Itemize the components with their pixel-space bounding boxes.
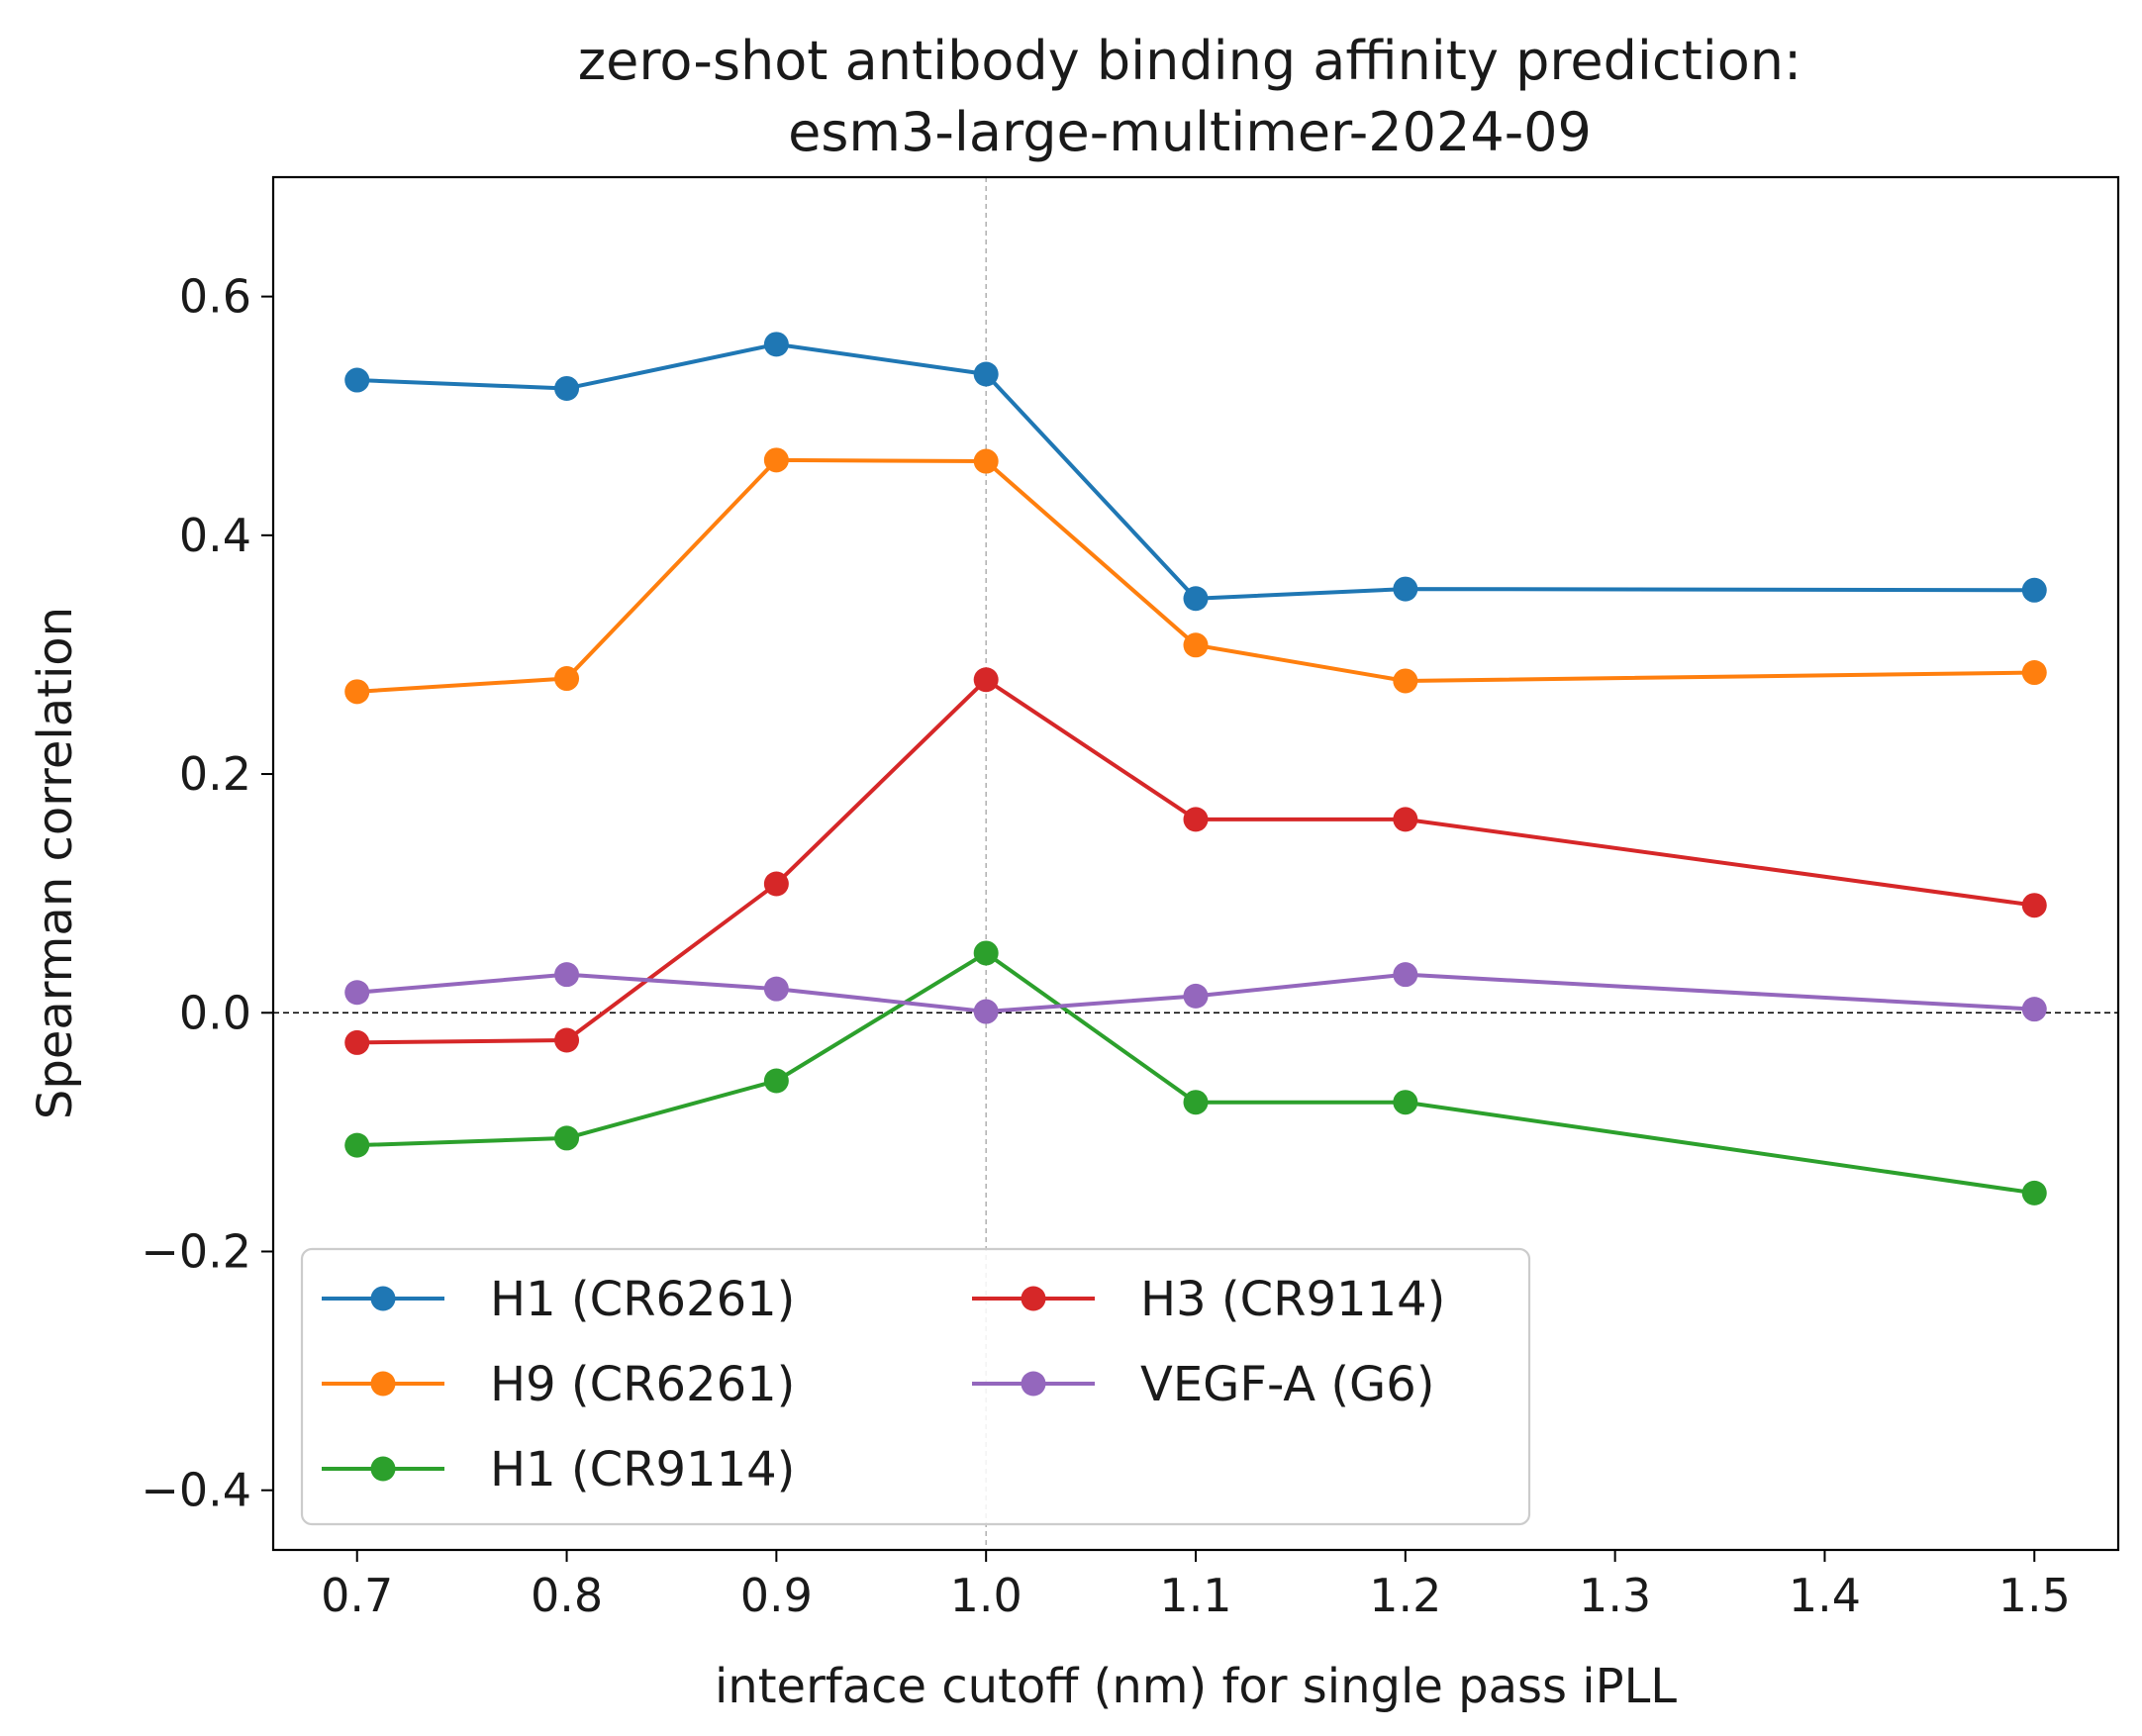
y-axis-ticks: −0.4 −0.2 0.0 0.2 0.4 0.6 <box>141 270 273 1517</box>
chart-subtitle: esm3-large-multimer-2024-09 <box>788 101 1592 163</box>
data-point <box>973 667 999 693</box>
legend-label: H1 (CR6261) <box>490 1272 795 1327</box>
x-tick-label: 1.4 <box>1789 1569 1861 1622</box>
y-tick-label: −0.4 <box>141 1464 251 1517</box>
legend-marker <box>1021 1371 1046 1397</box>
series-0 <box>344 332 2047 612</box>
data-point <box>554 666 580 692</box>
data-point <box>554 1125 580 1151</box>
x-tick-label: 1.5 <box>1998 1569 2071 1622</box>
x-axis-label: interface cutoff (nm) for single pass iP… <box>715 1659 1677 1714</box>
data-point <box>1393 668 1418 694</box>
data-point <box>973 940 999 966</box>
legend-items: H1 (CR6261) H9 (CR6261) H1 (CR9114) H3 (CR9… <box>322 1272 1445 1497</box>
data-point <box>2021 1180 2047 1206</box>
series-4 <box>344 962 2047 1024</box>
y-tick-label: 0.2 <box>179 747 251 801</box>
data-point <box>554 962 580 988</box>
series-3 <box>344 667 2047 1055</box>
legend-label: VEGF-A (G6) <box>1140 1357 1435 1412</box>
y-tick-label: 0.4 <box>179 509 251 562</box>
data-point <box>1183 632 1209 658</box>
x-tick-label: 0.7 <box>321 1569 393 1622</box>
data-point <box>344 980 370 1006</box>
legend-item: H1 (CR6261) <box>322 1272 795 1327</box>
data-point <box>1393 576 1418 602</box>
data-point <box>763 976 789 1002</box>
data-point <box>344 367 370 393</box>
legend-marker <box>370 1456 396 1482</box>
series-2 <box>344 940 2047 1206</box>
data-point <box>973 448 999 474</box>
data-point <box>1393 962 1418 988</box>
data-point <box>2021 577 2047 603</box>
series-1 <box>344 447 2047 705</box>
data-point <box>1183 807 1209 832</box>
legend-item: VEGF-A (G6) <box>972 1357 1435 1412</box>
x-axis-ticks: 0.7 0.8 0.9 1.0 1.1 1.2 1.3 1.4 1.5 <box>321 1550 2071 1622</box>
x-tick-label: 1.0 <box>950 1569 1022 1622</box>
legend-item: H1 (CR9114) <box>322 1442 795 1497</box>
data-point <box>1183 983 1209 1009</box>
legend-marker <box>370 1286 396 1311</box>
data-point <box>344 1029 370 1055</box>
plot-frame <box>271 175 2120 1552</box>
legend-label: H3 (CR9114) <box>1140 1272 1445 1327</box>
legend-label: H9 (CR6261) <box>490 1357 795 1412</box>
x-tick-label: 1.3 <box>1579 1569 1651 1622</box>
legend-item: H9 (CR6261) <box>322 1357 795 1412</box>
y-axis-label: Spearman correlation <box>28 607 83 1119</box>
data-point <box>1393 807 1418 832</box>
data-point <box>1393 1090 1418 1115</box>
data-point <box>554 1027 580 1053</box>
data-point <box>1183 586 1209 612</box>
y-tick-label: 0.0 <box>179 986 251 1039</box>
data-point <box>2021 660 2047 686</box>
legend-marker <box>1021 1286 1046 1311</box>
data-point <box>2021 893 2047 918</box>
series-layer <box>344 332 2047 1206</box>
data-point <box>763 447 789 473</box>
x-tick-label: 0.8 <box>531 1569 603 1622</box>
data-point <box>763 871 789 897</box>
legend-box <box>300 1247 1531 1526</box>
x-tick-label: 1.1 <box>1159 1569 1231 1622</box>
data-point <box>763 332 789 357</box>
chart-title: zero-shot antibody binding affinity pred… <box>578 30 1801 92</box>
x-tick-label: 0.9 <box>740 1569 813 1622</box>
data-point <box>1183 1090 1209 1115</box>
data-point <box>554 375 580 401</box>
y-tick-label: 0.6 <box>179 270 251 324</box>
data-point <box>344 679 370 705</box>
legend-item: H3 (CR9114) <box>972 1272 1445 1327</box>
data-point <box>973 361 999 387</box>
y-tick-label: −0.2 <box>141 1224 251 1278</box>
data-point <box>2021 997 2047 1022</box>
legend: H1 (CR6261) H9 (CR6261) H1 (CR9114) H3 (CR9… <box>300 1247 1531 1526</box>
x-tick-label: 1.2 <box>1369 1569 1441 1622</box>
data-point <box>763 1068 789 1094</box>
data-point <box>973 999 999 1024</box>
legend-marker <box>370 1371 396 1397</box>
data-point <box>344 1132 370 1158</box>
legend-label: H1 (CR9114) <box>490 1442 795 1497</box>
